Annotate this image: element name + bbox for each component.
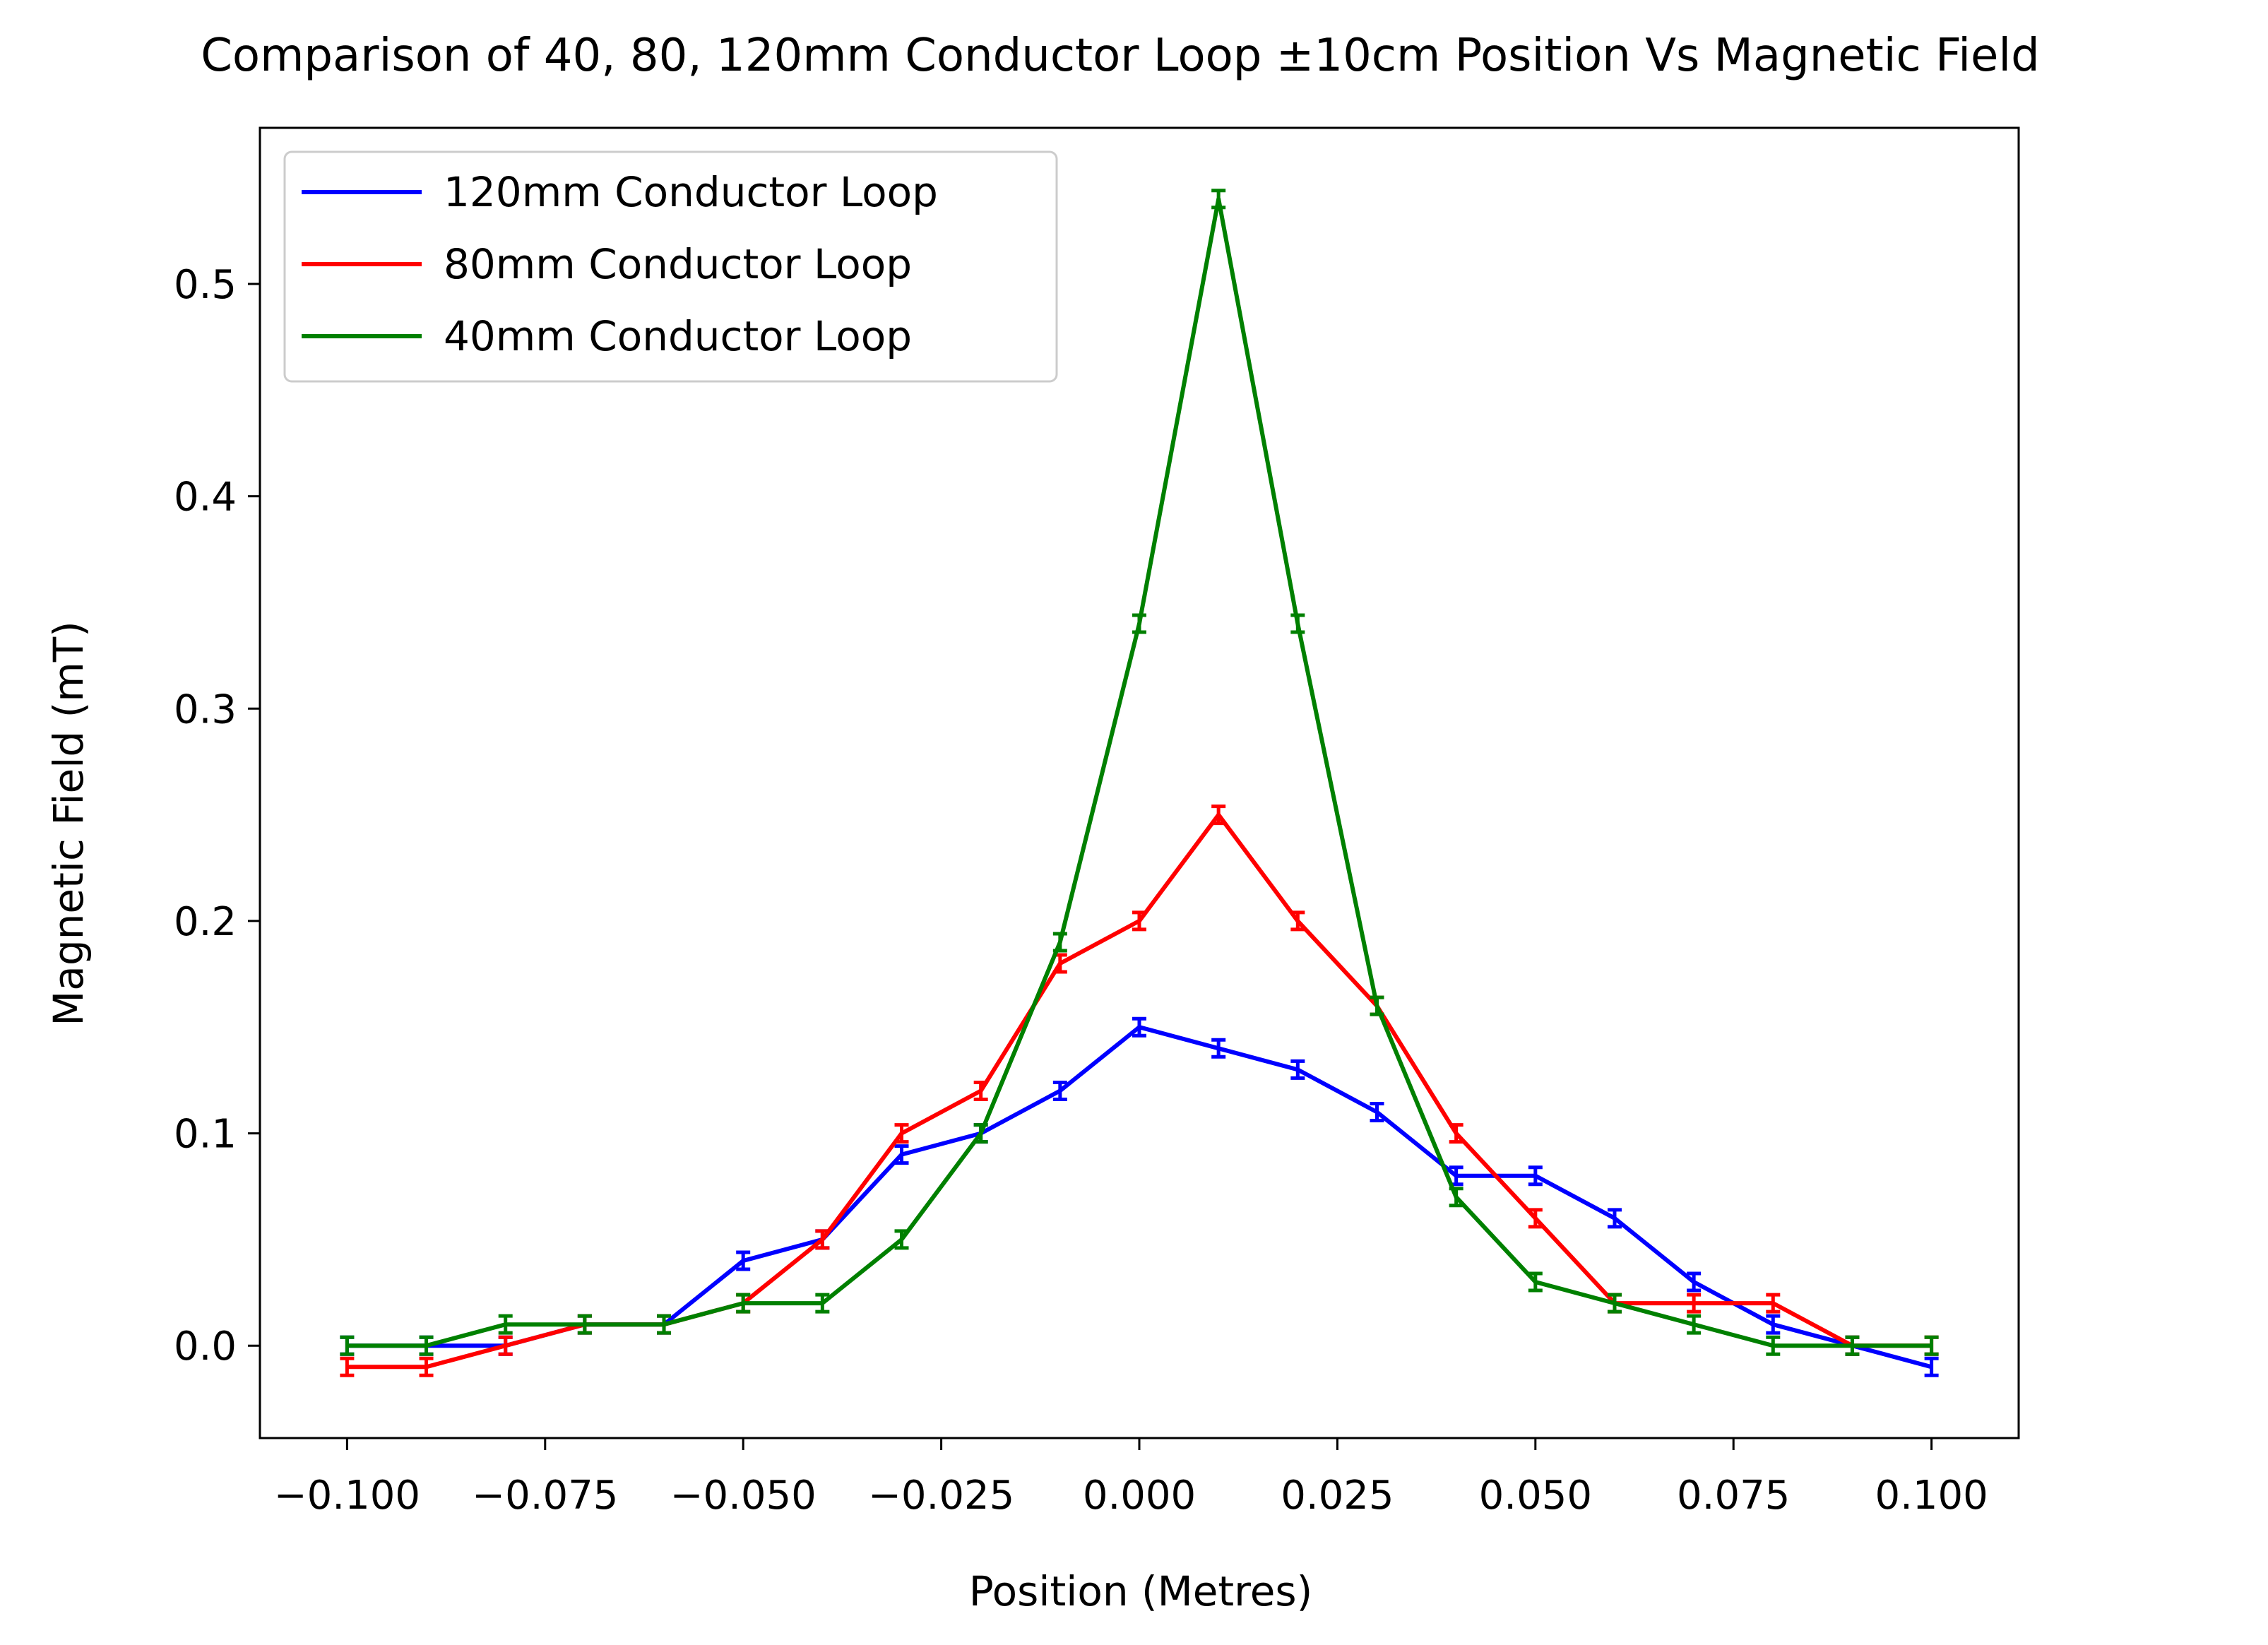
plot-area: −0.100 −0.075 −0.050 −0.025 0.000 0.025 0.050 0… bbox=[174, 126, 2020, 1519]
legend-label-0: 120mm Conductor Loop bbox=[444, 168, 938, 216]
data-point-0-11 bbox=[1211, 1038, 1226, 1059]
data-point-1-12 bbox=[1290, 910, 1305, 932]
y-tick-label-1: 0.1 bbox=[174, 1112, 237, 1158]
data-point-0-17 bbox=[1687, 1271, 1702, 1293]
data-point-2-18 bbox=[1766, 1335, 1781, 1356]
x-axis-label: Position (Metres) bbox=[969, 1567, 1312, 1615]
data-point-2-2 bbox=[498, 1314, 513, 1335]
data-point-1-18 bbox=[1766, 1293, 1781, 1314]
data-point-0-16 bbox=[1607, 1208, 1622, 1229]
y-tick-label-2: 0.2 bbox=[174, 899, 237, 945]
data-point-2-20 bbox=[1924, 1335, 1939, 1356]
data-point-2-0 bbox=[340, 1335, 355, 1356]
data-point-2-14 bbox=[1449, 1187, 1463, 1208]
data-point-1-0 bbox=[340, 1356, 355, 1377]
data-point-2-5 bbox=[736, 1293, 751, 1314]
data-point-2-15 bbox=[1528, 1271, 1543, 1293]
data-point-0-15 bbox=[1528, 1165, 1543, 1187]
data-point-1-7 bbox=[894, 1123, 909, 1144]
y-tick-label-0: 0.0 bbox=[174, 1324, 237, 1370]
data-point-1-8 bbox=[973, 1080, 988, 1101]
data-point-0-12 bbox=[1290, 1059, 1305, 1080]
x-tick-label-2: −0.050 bbox=[670, 1473, 817, 1519]
x-tick-label-4: 0.000 bbox=[1083, 1473, 1196, 1519]
data-point-2-1 bbox=[419, 1335, 434, 1356]
x-tick-label-1: −0.075 bbox=[472, 1473, 618, 1519]
data-point-0-7 bbox=[894, 1144, 909, 1165]
x-tick-label-6: 0.050 bbox=[1479, 1473, 1592, 1519]
data-point-0-10 bbox=[1132, 1016, 1146, 1038]
data-point-1-10 bbox=[1132, 910, 1146, 932]
data-point-1-6 bbox=[815, 1229, 830, 1250]
data-point-2-19 bbox=[1845, 1335, 1860, 1356]
legend-label-2: 40mm Conductor Loop bbox=[444, 312, 912, 360]
y-axis-label: Magnetic Field (mT) bbox=[44, 621, 93, 1026]
data-point-0-9 bbox=[1052, 1080, 1067, 1101]
data-point-2-11 bbox=[1211, 189, 1226, 210]
data-point-2-8 bbox=[973, 1123, 988, 1144]
data-point-2-16 bbox=[1607, 1293, 1622, 1314]
x-tick-label-3: −0.025 bbox=[868, 1473, 1014, 1519]
y-tick-label-5: 0.5 bbox=[174, 262, 237, 308]
data-point-1-2 bbox=[498, 1335, 513, 1356]
data-point-1-1 bbox=[419, 1356, 434, 1377]
data-point-2-6 bbox=[815, 1293, 830, 1314]
data-point-1-17 bbox=[1687, 1293, 1702, 1314]
x-tick-label-7: 0.075 bbox=[1677, 1473, 1790, 1519]
data-point-1-11 bbox=[1211, 804, 1226, 826]
data-point-0-13 bbox=[1370, 1102, 1384, 1123]
data-point-1-15 bbox=[1528, 1208, 1543, 1229]
data-point-2-7 bbox=[894, 1229, 909, 1250]
data-point-2-9 bbox=[1052, 932, 1067, 953]
series-2 bbox=[340, 189, 1939, 1356]
data-point-2-10 bbox=[1132, 613, 1146, 634]
data-point-0-20 bbox=[1924, 1356, 1939, 1377]
x-tick-label-5: 0.025 bbox=[1281, 1473, 1394, 1519]
x-tick-label-0: −0.100 bbox=[274, 1473, 420, 1519]
legend-label-1: 80mm Conductor Loop bbox=[444, 240, 912, 288]
data-point-2-12 bbox=[1290, 613, 1305, 634]
data-point-2-4 bbox=[657, 1314, 672, 1335]
y-tick-label-4: 0.4 bbox=[174, 475, 237, 521]
data-point-2-17 bbox=[1687, 1314, 1702, 1335]
chart-title: Comparison of 40, 80, 120mm Conductor Lo… bbox=[201, 30, 2040, 82]
legend-box bbox=[283, 150, 1058, 383]
y-tick-label-3: 0.3 bbox=[174, 687, 237, 732]
data-point-2-3 bbox=[577, 1314, 592, 1335]
data-point-2-13 bbox=[1370, 995, 1384, 1016]
legend: 120mm Conductor Loop 80mm Conductor Loop 4… bbox=[283, 150, 1058, 383]
data-point-0-18 bbox=[1766, 1314, 1781, 1335]
data-point-0-5 bbox=[736, 1250, 751, 1271]
data-point-1-14 bbox=[1449, 1123, 1463, 1144]
x-tick-label-8: 0.100 bbox=[1875, 1473, 1988, 1519]
